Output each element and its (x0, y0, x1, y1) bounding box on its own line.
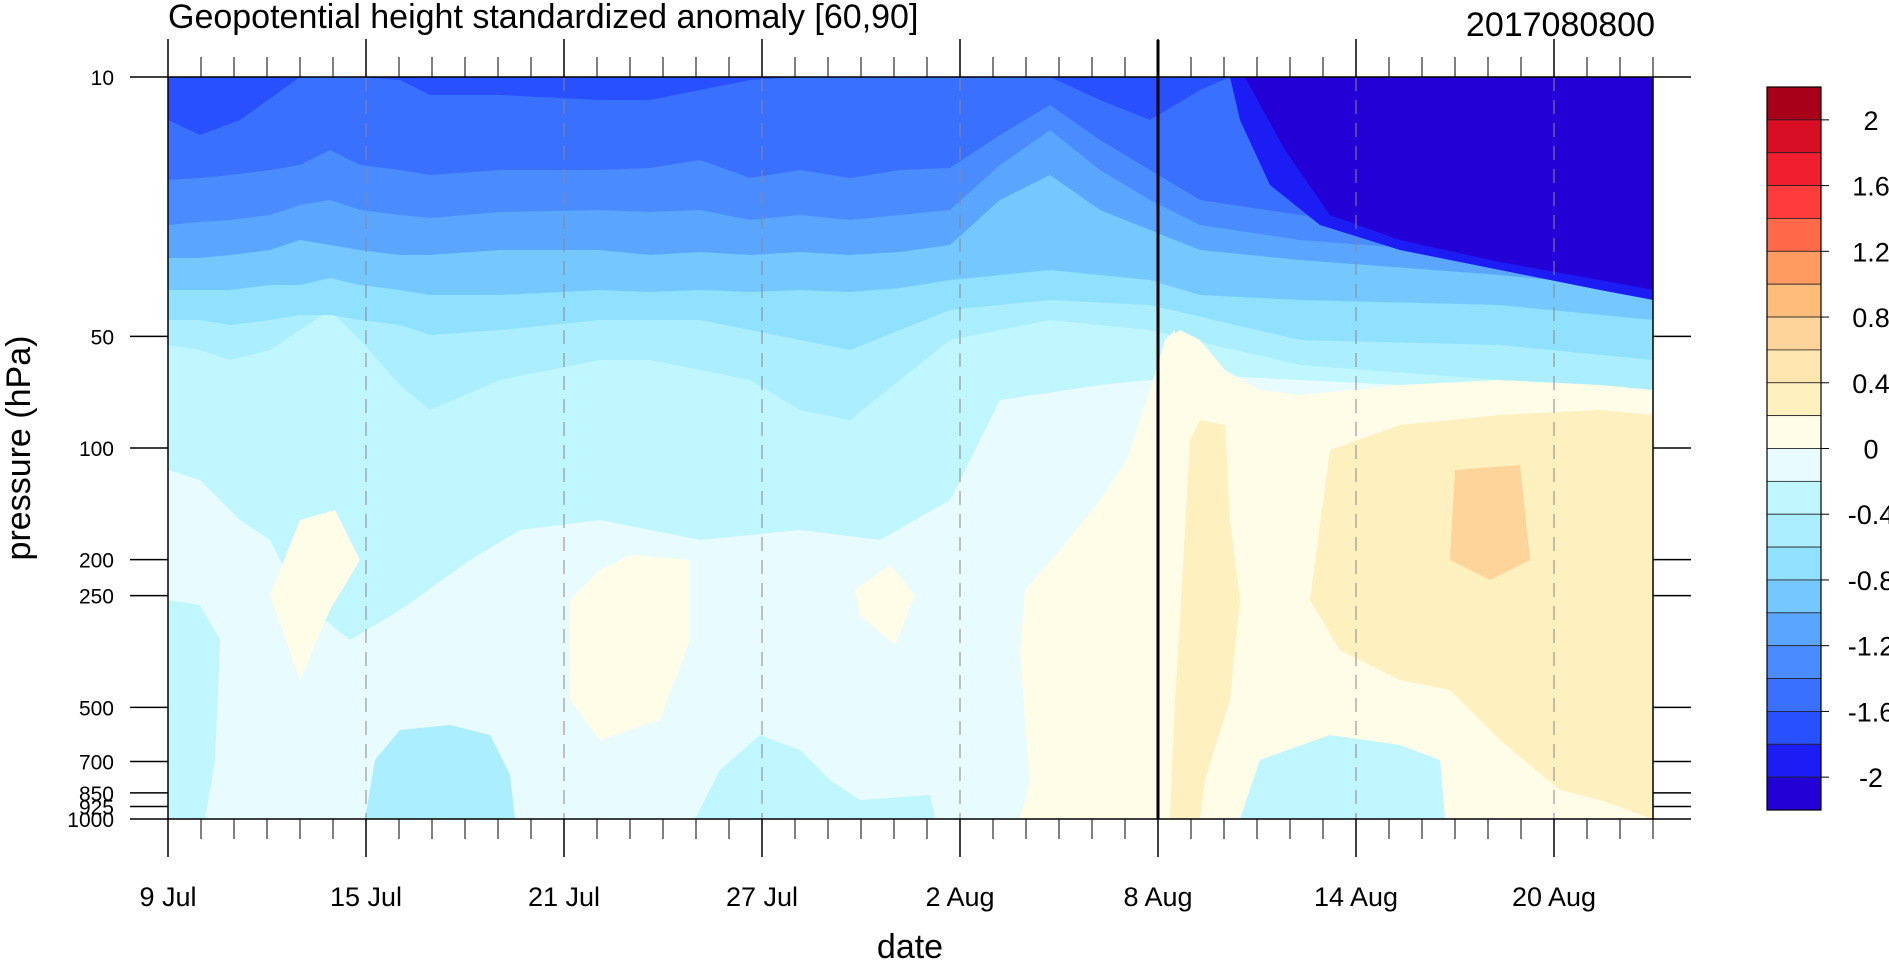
band-neg04-low-c (695, 735, 935, 819)
band-pos02-right (1310, 410, 1653, 819)
y-tick-label: 1000 (67, 809, 114, 832)
y-tick-label: 925 (79, 796, 114, 819)
x-axis: 9 Jul 15 Jul 21 Jul 27 Jul 2 Aug 8 Aug 14 Aug 2… (139, 39, 1654, 912)
colorbar-swatch (1766, 711, 1822, 745)
chart-title: Geopotential height standardized anomaly… (168, 0, 918, 36)
y-tick-label: 10 (91, 67, 114, 90)
plot-area (168, 77, 1653, 819)
colorbar-swatch (1766, 480, 1822, 515)
colorbar-label: -0.8 (1848, 566, 1889, 596)
colorbar-label: 2 (1863, 106, 1878, 136)
colorbar-swatch (1766, 415, 1822, 449)
x-tick-label: 14 Aug (1314, 882, 1398, 912)
x-tick-label: 2 Aug (925, 882, 994, 912)
plot-frame (167, 76, 1654, 820)
y-tick-label: 200 (79, 550, 114, 573)
colorbar-swatch (1766, 448, 1822, 482)
y-tick-label: 700 (79, 752, 114, 775)
colorbar-label: 1.6 (1852, 172, 1889, 202)
colorbar-swatch (1766, 579, 1822, 614)
colorbar: 2 1.6 1.2 0.8 0.4 0 -0.4 -0.8 -1.2 -1.6 -2 (1766, 86, 1889, 811)
band-neg04-low-d (1240, 735, 1445, 819)
colorbar-swatch (1766, 743, 1822, 778)
colorbar-swatch (1766, 349, 1822, 384)
colorbar-swatch (1766, 513, 1822, 548)
colorbar-swatch (1766, 86, 1822, 121)
colorbar-swatch (1766, 218, 1822, 252)
x-tick-label: 21 Jul (528, 882, 600, 912)
band-pos00-mid (1020, 330, 1175, 819)
x-tick-label: 27 Jul (726, 882, 798, 912)
x-tick-label: 9 Jul (139, 882, 196, 912)
colorbar-swatch (1766, 776, 1822, 811)
x-tick-label: 8 Aug (1123, 882, 1192, 912)
colorbar-swatch (1766, 316, 1822, 351)
y-tick-label: 250 (79, 586, 114, 609)
band-pos02 (1170, 420, 1240, 819)
colorbar-swatch (1766, 185, 1822, 219)
colorbar-label: 0.4 (1852, 369, 1889, 399)
x-tick-label: 15 Jul (330, 882, 402, 912)
band-neg04-low-a (168, 600, 220, 819)
chart-subtitle: 2017080800 (1466, 6, 1655, 44)
colorbar-swatch (1766, 678, 1822, 712)
colorbar-swatch (1766, 612, 1822, 647)
y-tick-label: 500 (79, 697, 114, 720)
colorbar-swatch (1766, 152, 1822, 186)
colorbar-label: -1.2 (1848, 632, 1889, 662)
colorbar-swatch (1766, 283, 1822, 318)
band-neg18 (168, 77, 1653, 135)
y-tick-label: 100 (79, 438, 114, 461)
band-neg04-low-b (365, 725, 515, 819)
band-pos00-cell-b (570, 555, 690, 740)
colorbar-label: 1.2 (1852, 237, 1889, 267)
colorbar-label: -1.6 (1848, 697, 1889, 727)
y-axis-label: pressure (hPa) (0, 336, 38, 561)
colorbar-swatch (1766, 250, 1822, 285)
x-axis-label: date (877, 928, 943, 966)
colorbar-label: 0 (1863, 435, 1878, 465)
colorbar-swatch (1766, 546, 1822, 581)
band-neg22 (1245, 77, 1653, 290)
colorbar-swatch (1766, 645, 1822, 679)
colorbar-label: -0.4 (1848, 500, 1889, 530)
y-tick-label: 850 (79, 783, 114, 806)
band-pos00-cell-a (270, 510, 360, 680)
colorbar-label: 0.8 (1852, 303, 1889, 333)
colorbar-swatch (1766, 119, 1822, 154)
band-pos00-cell-c (855, 565, 915, 645)
y-tick-label: 50 (91, 326, 114, 349)
colorbar-label: -2 (1859, 763, 1883, 793)
colorbar-swatch (1766, 382, 1822, 417)
x-tick-label: 20 Aug (1512, 882, 1596, 912)
band-pos06 (1450, 465, 1530, 580)
